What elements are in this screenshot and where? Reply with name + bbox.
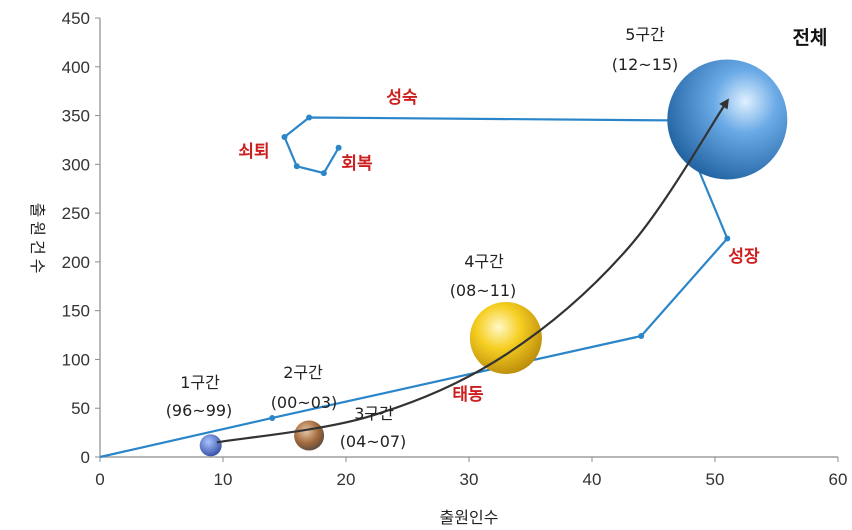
lifecycle-path-point: [293, 163, 300, 170]
trend-arrow: [216, 98, 729, 444]
period-2-label: 2구간: [283, 363, 323, 382]
phase-label-emergence: 태동: [452, 385, 484, 405]
y-tick-label: 50: [71, 399, 90, 418]
period-4-range: (08~11): [450, 281, 517, 300]
x-tick-label: 10: [214, 470, 233, 489]
period-5-range: (12~15): [612, 55, 679, 74]
lifecycle-path-line: [99, 116, 729, 459]
period-1-range: (96~99): [166, 401, 233, 420]
y-tick-label: 200: [62, 253, 90, 272]
lifecycle-path-point: [320, 170, 327, 177]
y-tick-label: 450: [62, 9, 90, 28]
phase-label-growth: 성장: [728, 247, 760, 267]
y-tick-label: 250: [62, 204, 90, 223]
x-axis-title: 출원인수: [440, 508, 499, 527]
y-tick-label: 300: [62, 155, 90, 174]
period-4-label: 4구간: [464, 252, 504, 271]
x-tick-label: 40: [583, 470, 602, 489]
y-tick-label: 350: [62, 107, 90, 126]
x-tick-label: 20: [337, 470, 356, 489]
bubble-period-2-3: [294, 420, 325, 451]
period-3-range: (04~07): [340, 432, 407, 451]
bubble-period-1: [199, 434, 222, 457]
x-tick-label: 0: [95, 470, 104, 489]
phase-label-decline: 쇠퇴: [238, 142, 269, 162]
lifecycle-path-point: [306, 114, 313, 121]
bubble-period-5: [667, 59, 788, 180]
lifecycle-path-point: [335, 144, 342, 151]
y-axis-title: 출원건수: [28, 203, 47, 278]
y-tick-label: 0: [81, 448, 90, 467]
x-tick-label: 50: [706, 470, 725, 489]
y-tick-label: 150: [62, 302, 90, 321]
period-3-label: 3구간: [354, 404, 394, 423]
y-tick-label: 100: [62, 350, 90, 369]
x-tick-label: 30: [460, 470, 479, 489]
period-1-label: 1구간: [180, 373, 220, 392]
phase-label-maturity: 성숙: [386, 88, 418, 108]
period-5-label: 5구간: [625, 25, 665, 44]
period-2-range: (00~03): [271, 393, 338, 412]
lifecycle-path-point: [638, 333, 645, 340]
lifecycle-path-point: [281, 134, 288, 141]
y-tick-label: 400: [62, 58, 90, 77]
x-tick-label: 60: [829, 470, 848, 489]
total-label: 전체: [793, 27, 828, 49]
phase-label-recovery: 회복: [341, 154, 373, 174]
lifecycle-path-point: [724, 235, 731, 242]
bubble-period-4: [469, 301, 542, 374]
lifecycle-path-point: [269, 414, 276, 421]
